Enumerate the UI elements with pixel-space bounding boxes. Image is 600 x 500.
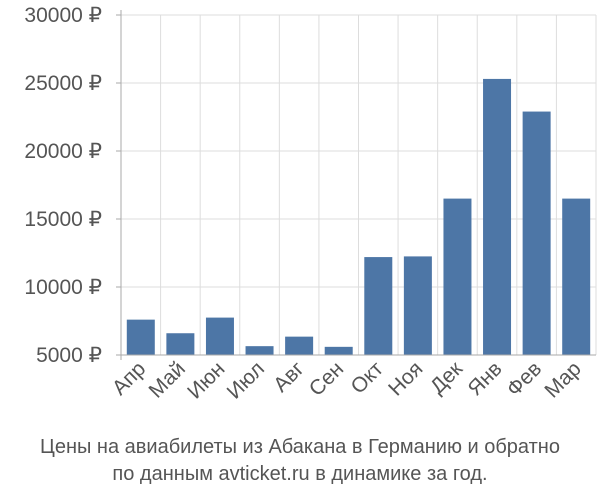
x-tick-label: Май — [145, 357, 190, 402]
bar-6 — [324, 346, 353, 355]
bar-10 — [483, 78, 512, 356]
y-tick-label: 25000 ₽ — [24, 72, 102, 95]
bar-11 — [522, 111, 551, 355]
x-tick-label: Окт — [347, 357, 389, 399]
bar-7 — [364, 257, 393, 355]
bar-5 — [285, 336, 314, 355]
y-tick-label: 10000 ₽ — [24, 276, 102, 299]
x-tick-label: Авг — [269, 357, 309, 397]
chart-caption-line-1: Цены на авиабилеты из Абакана в Германию… — [40, 436, 560, 458]
x-tick-label: Мар — [540, 357, 585, 402]
bar-3 — [205, 317, 234, 355]
price-bar-chart: 5000 ₽ 10000 ₽ 15000 ₽ 20000 ₽ 25000 ₽ 30000 … — [24, 4, 597, 404]
y-tick-label: 30000 ₽ — [24, 4, 102, 27]
x-tick-label: Июл — [223, 357, 269, 403]
x-tick-label: Дек — [426, 357, 468, 399]
y-tick-label: 5000 ₽ — [36, 344, 102, 367]
bar-9 — [443, 198, 472, 355]
x-tick-label: Ноя — [384, 357, 427, 400]
y-tick-label: 15000 ₽ — [24, 208, 102, 231]
x-tick-label: Янв — [463, 357, 506, 400]
bar-12 — [562, 198, 591, 355]
chart-caption-line-2: по данным avticket.ru в динамике за год. — [112, 463, 488, 485]
bar-2 — [166, 333, 195, 355]
x-tick-label: Июн — [183, 357, 229, 403]
y-tick-label: 20000 ₽ — [24, 140, 102, 163]
x-tick-label: Сен — [305, 357, 348, 400]
x-tick-label: Фев — [502, 357, 546, 401]
bar-1 — [126, 319, 155, 355]
bar-4 — [245, 346, 274, 355]
bar-8 — [403, 256, 432, 355]
x-tick-label: Апр — [108, 357, 150, 399]
